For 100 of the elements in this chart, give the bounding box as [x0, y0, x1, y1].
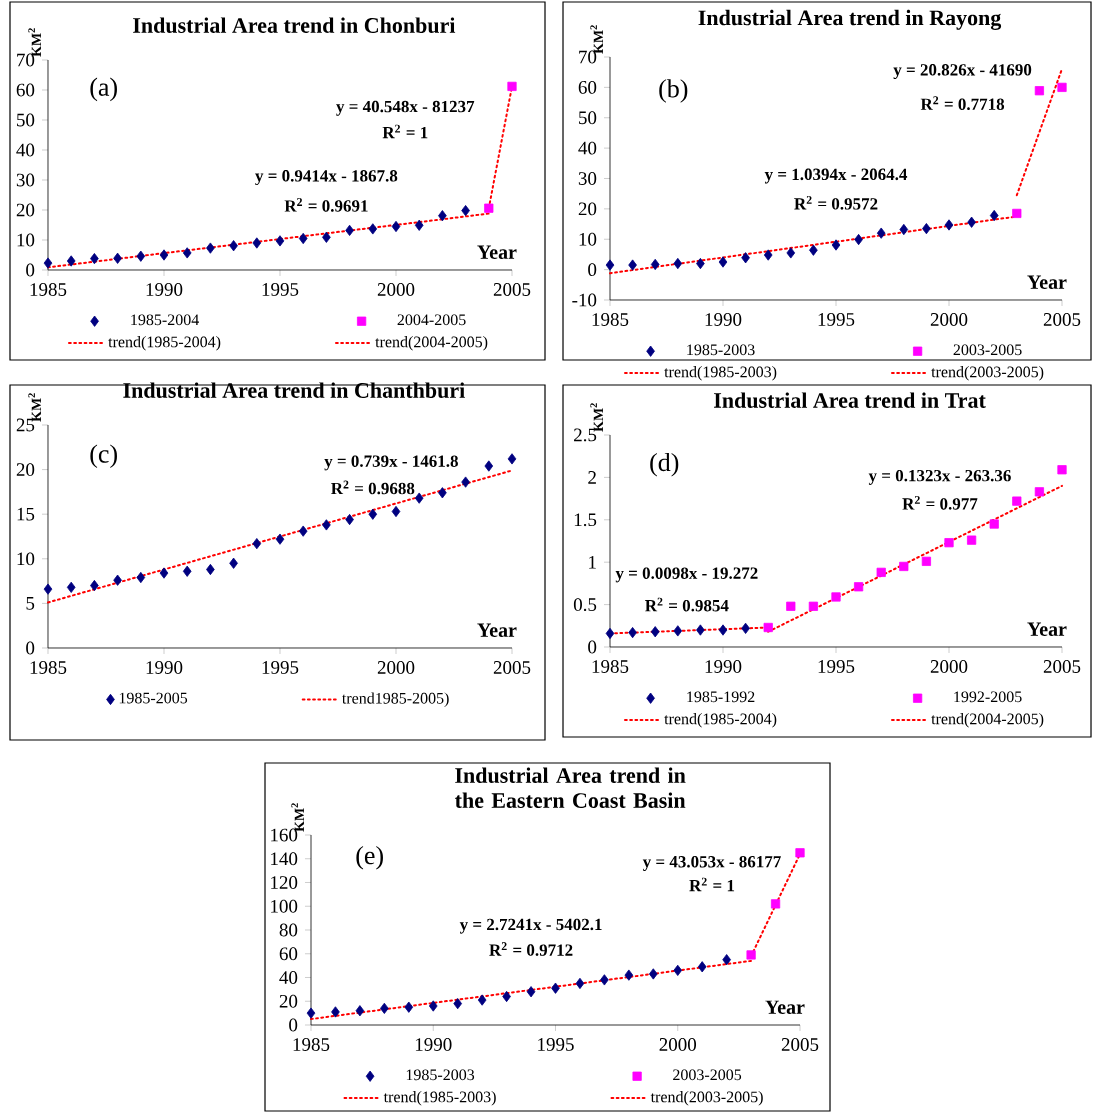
legend-label: trend(1985-2004) — [664, 713, 777, 728]
point — [368, 223, 378, 235]
point — [298, 232, 308, 245]
x-tick-label: 1990 — [705, 660, 742, 673]
point — [786, 247, 796, 259]
point — [136, 571, 146, 584]
point — [741, 622, 750, 634]
legend-label: trend(1985-2004) — [108, 336, 221, 351]
x-tick-label: 1985 — [592, 660, 629, 673]
y-tick-label: 60 — [279, 947, 298, 961]
point — [438, 210, 447, 222]
x-axis-title: Year — [1027, 622, 1067, 636]
point — [66, 255, 76, 267]
point — [650, 258, 660, 271]
y-tick-label: 0 — [289, 1018, 298, 1032]
legend-label: 1985-2004 — [131, 314, 199, 326]
annotation: (a) — [90, 77, 117, 102]
annotation: (d) — [650, 452, 679, 477]
y-tick-label: 20 — [279, 994, 298, 1008]
point — [438, 487, 447, 499]
legend-label: trend(2004-2005) — [931, 713, 1044, 728]
y-tick-label: 20 — [578, 202, 597, 216]
x-tick-label: 1985 — [30, 283, 67, 296]
annotation: y = 40.548x - 81237 — [336, 100, 475, 116]
point — [770, 899, 781, 909]
x-tick-label: 1990 — [705, 313, 742, 326]
point — [355, 1005, 365, 1017]
point — [808, 601, 819, 611]
annotation: R$^{2}$ = 0.977 — [902, 495, 978, 510]
annotation: R$^{2}$ = 0.9712 — [489, 942, 573, 956]
x-tick-label: 1985 — [293, 1038, 330, 1051]
y-tick-label: 10 — [17, 552, 35, 566]
point — [298, 525, 308, 537]
y-tick-label: 30 — [16, 173, 35, 187]
y-tick-label: 15 — [17, 507, 35, 521]
point — [461, 476, 470, 488]
point — [746, 950, 756, 960]
annotation: R$^{2}$ = 0.9688 — [331, 480, 415, 495]
y-tick-label: 0 — [26, 263, 35, 277]
legend-label: trend(1985-2003) — [664, 366, 777, 381]
point — [414, 219, 424, 231]
x-tick-label: 1995 — [262, 283, 299, 296]
point — [182, 247, 192, 259]
point — [628, 259, 637, 271]
y-tick-label: 5 — [26, 597, 35, 610]
x-tick-label: 2000 — [377, 661, 415, 674]
y-tick-label: 10 — [17, 233, 35, 247]
point — [66, 581, 76, 593]
point — [575, 977, 585, 990]
point — [507, 453, 517, 465]
point — [650, 626, 660, 638]
y-tick-label: 40 — [16, 143, 35, 157]
x-tick-label: 1995 — [262, 661, 299, 674]
point — [345, 224, 354, 236]
annotation: R$^{2}$ = 0.9691 — [284, 198, 368, 212]
point — [763, 622, 773, 633]
annotation: y = 0.1323x - 263.36 — [868, 469, 1011, 485]
legend-label: 1985-2003 — [687, 344, 755, 356]
x-tick-label: 1990 — [146, 661, 183, 674]
point — [763, 249, 773, 261]
point — [673, 964, 683, 976]
y-tick-label: 60 — [16, 83, 35, 97]
legend-label: 2003-2005 — [673, 1069, 742, 1081]
point — [159, 249, 169, 261]
point — [182, 565, 192, 577]
legend-label: 2004-2005 — [397, 314, 466, 326]
point — [322, 519, 331, 531]
x-tick-label: 1995 — [538, 1038, 574, 1051]
y-tick-label: 40 — [279, 971, 298, 984]
y-tick-label: 50 — [17, 113, 35, 127]
point — [113, 252, 122, 264]
y-tick-label: -10 — [572, 293, 597, 307]
point — [696, 624, 705, 636]
point — [921, 556, 932, 566]
point — [484, 460, 494, 472]
annotation: (b) — [659, 79, 688, 103]
annotation: R$^{2}$ = 1 — [689, 877, 735, 892]
point — [275, 533, 285, 545]
annotation: y = 20.826x - 41690 — [893, 64, 1032, 80]
point — [1034, 487, 1045, 497]
legend-label: trend(1985-2003) — [383, 1091, 496, 1106]
point — [673, 625, 683, 637]
point — [649, 968, 658, 980]
x-tick-label: 1995 — [818, 313, 855, 326]
point — [697, 961, 707, 973]
point — [605, 627, 615, 640]
point — [741, 252, 750, 264]
x-tick-label: 2000 — [930, 660, 968, 673]
point — [551, 982, 560, 994]
point — [1057, 82, 1067, 92]
chart-title: Industrial Area trend in Chanthburi — [123, 382, 465, 398]
legend-label: trend1985-2005) — [342, 692, 449, 707]
y-tick-label: 60 — [578, 80, 597, 94]
point — [380, 1002, 389, 1014]
annotation: y = 2.7241x - 5402.1 — [459, 918, 602, 934]
x-tick-label: 2005 — [781, 1038, 819, 1051]
point — [1034, 86, 1045, 96]
legend-label: trend(2003-2005) — [931, 366, 1044, 381]
point — [331, 1006, 340, 1018]
legend-label: 1985-2003 — [406, 1069, 475, 1081]
